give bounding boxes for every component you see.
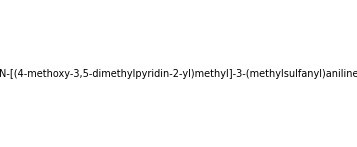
Text: N-[(4-methoxy-3,5-dimethylpyridin-2-yl)methyl]-3-(methylsulfanyl)aniline: N-[(4-methoxy-3,5-dimethylpyridin-2-yl)m… <box>0 69 357 78</box>
